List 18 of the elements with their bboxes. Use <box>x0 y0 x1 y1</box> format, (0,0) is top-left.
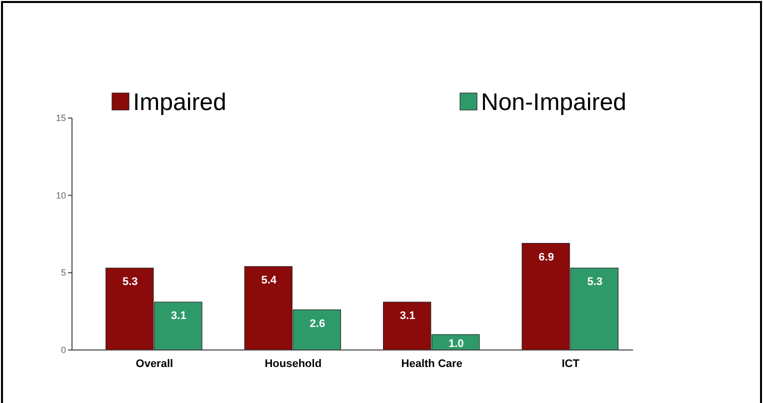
y-tick-label: 10 <box>56 190 66 200</box>
data-label: 3.1 <box>400 310 416 322</box>
data-label: 2.6 <box>310 318 326 330</box>
y-tick-label: 15 <box>56 113 66 123</box>
y-tick-label: 5 <box>60 268 66 278</box>
data-label: 5.4 <box>261 274 278 286</box>
x-tick-label: ICT <box>562 358 580 370</box>
x-tick-label: Health Care <box>401 358 462 370</box>
data-label: 1.0 <box>448 338 464 350</box>
data-label: 5.3 <box>587 276 602 288</box>
data-label: 5.3 <box>122 276 138 288</box>
x-tick-label: Overall <box>136 358 174 370</box>
x-tick-label: Household <box>264 358 322 370</box>
data-label: 6.9 <box>538 251 554 264</box>
legend-label: Non-Impaired <box>481 89 626 116</box>
y-tick-label: 0 <box>60 345 66 355</box>
legend-label: Impaired <box>133 89 226 116</box>
data-label: 3.1 <box>171 310 186 322</box>
